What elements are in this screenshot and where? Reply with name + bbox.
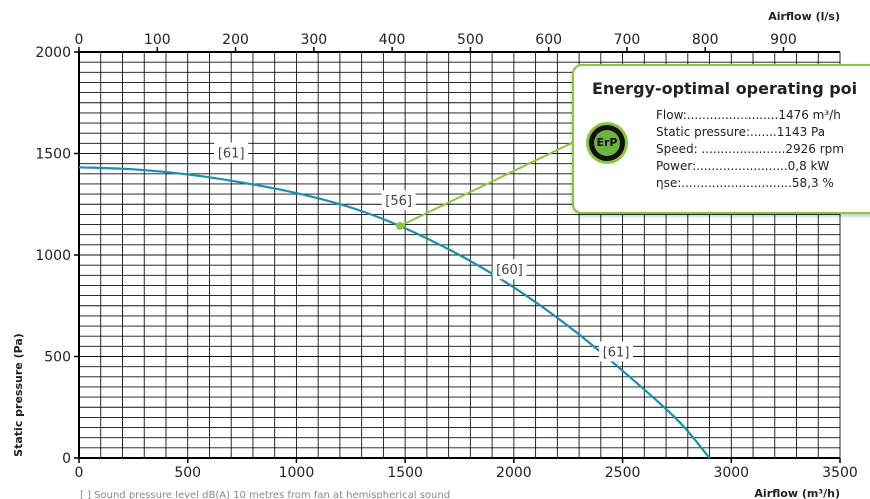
x2-tick-label: 500 bbox=[457, 32, 484, 48]
tick-labels: 0 500 1000 1500 2000 2500 3000 3500 0 100 200 300 40… bbox=[35, 32, 857, 481]
erp-badge-icon: ErP bbox=[586, 122, 628, 164]
x2-axis-title: Airflow (l/s) bbox=[768, 10, 840, 23]
x-tick-label: 2500 bbox=[605, 465, 641, 481]
erp-badge-label: ErP bbox=[594, 130, 620, 156]
grid bbox=[78, 51, 841, 459]
y-tick-label: 500 bbox=[44, 350, 71, 366]
erp-row-efficiency: ηse:.............................58,3 % bbox=[656, 176, 834, 190]
x-tick-label: 500 bbox=[174, 465, 201, 481]
sound-label-background bbox=[492, 259, 527, 280]
x2-tick-label: 300 bbox=[300, 32, 327, 48]
x-tick-label: 0 bbox=[75, 465, 84, 481]
sound-label: [60] bbox=[496, 263, 523, 278]
x2-tick-label: 700 bbox=[614, 32, 641, 48]
x2-tick-label: 0 bbox=[75, 32, 84, 48]
fan-curve-line bbox=[78, 166, 711, 459]
operating-point-marker bbox=[395, 221, 404, 230]
erp-row-speed: Speed: ......................2926 rpm bbox=[656, 142, 844, 156]
x-tick-label: 1500 bbox=[387, 465, 423, 481]
erp-row-power: Power:........................0,8 kW bbox=[656, 159, 830, 173]
x-tick-label: 2000 bbox=[496, 465, 532, 481]
y-tick-label: 0 bbox=[62, 451, 71, 467]
x2-tick-label: 200 bbox=[222, 32, 249, 48]
sound-label: [61] bbox=[218, 147, 245, 162]
x-tick-label: 3000 bbox=[713, 465, 749, 481]
operating-point-connector bbox=[399, 139, 579, 227]
x2-tick-label: 800 bbox=[692, 32, 719, 48]
erp-info-card: Energy-optimal operating poi ErP Flow:..… bbox=[572, 64, 870, 214]
y-tick-label: 1000 bbox=[35, 248, 71, 264]
erp-title: Energy-optimal operating poi bbox=[592, 79, 858, 98]
erp-row-flow: Flow:........................1476 m³/h bbox=[656, 108, 841, 122]
x2-tick-label: 900 bbox=[770, 32, 797, 48]
series-layer bbox=[78, 139, 711, 459]
y-axis-title: Static pressure (Pa) bbox=[12, 333, 25, 457]
x-axis-title: Airflow (m³/h) bbox=[754, 487, 840, 499]
sound-label-background bbox=[214, 142, 249, 163]
x2-tick-label: 600 bbox=[535, 32, 562, 48]
footnote: [ ] Sound pressure level dB(A) 10 metres… bbox=[80, 490, 450, 499]
x-tick-label: 3500 bbox=[822, 465, 858, 481]
y-tick-label: 1500 bbox=[35, 147, 71, 163]
x2-tick-label: 100 bbox=[144, 32, 171, 48]
x-tick-label: 1000 bbox=[279, 465, 315, 481]
axes bbox=[74, 47, 841, 463]
erp-rows: Flow:........................1476 m³/h S… bbox=[656, 107, 844, 192]
x2-tick-label: 400 bbox=[379, 32, 406, 48]
sound-label: [56] bbox=[385, 194, 412, 209]
sound-labels: [61] [56] [60] [61] bbox=[214, 142, 634, 362]
sound-label: [61] bbox=[603, 345, 630, 360]
erp-row-static-pressure: Static pressure:.......1143 Pa bbox=[656, 125, 826, 139]
y-tick-label: 2000 bbox=[35, 45, 71, 61]
sound-label-background bbox=[599, 341, 634, 362]
sound-label-background bbox=[381, 190, 416, 211]
